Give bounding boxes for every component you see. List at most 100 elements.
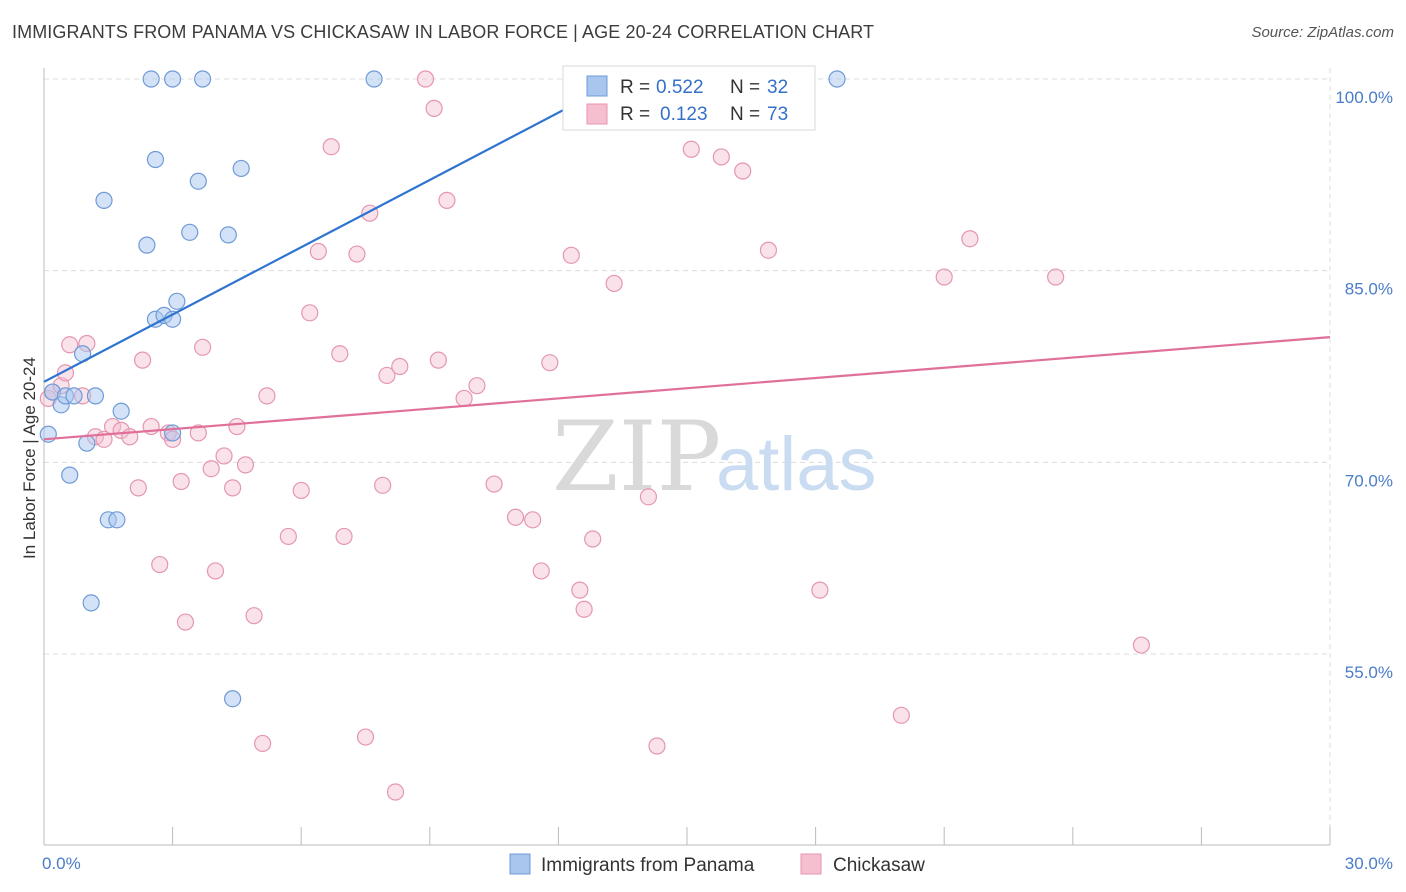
x-tick-labels: 0.0% 30.0% xyxy=(42,854,1393,873)
chickasaw-point-69 xyxy=(811,581,829,599)
chickasaw-point-61 xyxy=(639,488,658,506)
chickasaw-point-65 xyxy=(712,148,730,166)
chickasaw-point-28 xyxy=(245,607,263,625)
chickasaw-point-12 xyxy=(129,479,147,497)
panama-trend-line xyxy=(43,78,624,383)
chickasaw-point-74 xyxy=(1132,636,1150,654)
panama-point-27 xyxy=(224,690,242,708)
chickasaw-point-39 xyxy=(356,728,375,746)
legend-n-value-chickasaw: 73 xyxy=(767,104,788,125)
legend-n-label-chickasaw: N = xyxy=(730,104,760,125)
chickasaw-point-64 xyxy=(682,140,700,158)
chickasaw-point-59 xyxy=(584,530,602,548)
panama-point-14 xyxy=(138,236,156,254)
chickasaw-point-37 xyxy=(335,527,353,546)
chickasaw-point-48 xyxy=(438,191,456,209)
panama-point-10 xyxy=(95,191,113,209)
panama-point-26 xyxy=(219,226,237,244)
chickasaw-point-31 xyxy=(279,527,297,546)
panama-point-18 xyxy=(142,70,160,88)
watermark: ZIP atlas xyxy=(552,401,877,513)
chickasaw-point-35 xyxy=(322,138,340,156)
panama-point-24 xyxy=(189,172,207,190)
chickasaw-point-73 xyxy=(1047,268,1065,286)
panama-point-29 xyxy=(365,70,383,88)
chickasaw-point-38 xyxy=(348,245,366,263)
panama-point-12 xyxy=(108,511,126,529)
chickasaw-point-46 xyxy=(425,99,443,117)
chickasaw-point-57 xyxy=(571,581,589,599)
panama-point-13 xyxy=(112,402,130,420)
panama-point-7 xyxy=(78,434,96,452)
chickasaw-point-70 xyxy=(892,706,910,724)
legend-swatch-panama xyxy=(586,75,608,97)
chickasaw-point-23 xyxy=(206,562,225,580)
chickasaw-point-54 xyxy=(532,562,550,580)
legend-n-value-panama: 32 xyxy=(767,77,788,98)
chickasaw-point-24 xyxy=(215,447,233,465)
chickasaw-point-52 xyxy=(506,508,525,526)
axes xyxy=(43,68,1331,846)
chickasaw-point-56 xyxy=(562,246,580,264)
chickasaw-point-43 xyxy=(386,783,405,801)
legend-r-value-chickasaw: 0.123 xyxy=(660,104,708,125)
chickasaw-point-47 xyxy=(429,351,447,369)
y-tick-label-3: 55.0% xyxy=(1345,663,1393,682)
chickasaw-point-71 xyxy=(935,268,953,286)
chickasaw-point-58 xyxy=(575,600,593,618)
panama-point-25 xyxy=(194,70,212,88)
panama-point-9 xyxy=(86,387,105,405)
legend-r-label-chickasaw: R = xyxy=(620,104,650,125)
chickasaw-point-25 xyxy=(224,479,242,497)
panama-point-19 xyxy=(146,150,165,169)
legend: R = 0.522 N = 32 R = 0.123 N = 73 xyxy=(562,65,816,131)
chickasaw-point-30 xyxy=(258,387,276,405)
panama-point-23 xyxy=(181,223,199,241)
chickasaw-point-27 xyxy=(236,456,255,474)
panama-point-20 xyxy=(164,70,182,88)
legend-r-label-panama: R = xyxy=(620,77,650,98)
bottom-legend-label-chickasaw: Chickasaw xyxy=(833,855,925,876)
chickasaw-trend-line xyxy=(43,336,1331,441)
chickasaw-point-33 xyxy=(301,304,319,322)
y-axis-label: In Labor Force | Age 20-24 xyxy=(20,357,39,559)
chickasaw-point-29 xyxy=(254,734,272,753)
chickasaw-point-44 xyxy=(391,357,409,376)
legend-n-label-panama: N = xyxy=(730,77,760,98)
chickasaw-point-15 xyxy=(151,555,169,574)
chickasaw-point-55 xyxy=(541,354,559,372)
watermark-zip: ZIP xyxy=(552,401,721,513)
y-tick-label-2: 70.0% xyxy=(1345,471,1393,490)
chickasaw-point-49 xyxy=(455,389,473,408)
chickasaw-point-62 xyxy=(648,737,666,755)
chickasaw-point-19 xyxy=(176,613,195,631)
chart-title: IMMIGRANTS FROM PANAMA VS CHICKASAW IN L… xyxy=(12,22,875,42)
y-tick-label-0: 100.0% xyxy=(1335,88,1393,107)
chickasaw-point-18 xyxy=(172,472,190,491)
bottom-legend-label-panama: Immigrants from Panama xyxy=(541,855,755,876)
chickasaw-point-21 xyxy=(194,338,212,356)
chickasaw-point-36 xyxy=(331,345,349,363)
chickasaw-point-53 xyxy=(524,511,542,529)
panama-point-28 xyxy=(232,159,250,178)
chickasaw-point-66 xyxy=(734,162,752,180)
x-tick-label-0: 0.0% xyxy=(42,854,81,873)
chickasaw-point-42 xyxy=(378,366,396,385)
y-tick-label-1: 85.0% xyxy=(1345,280,1393,299)
panama-points xyxy=(39,70,846,708)
y-tick-labels: 100.0% 85.0% 70.0% 55.0% xyxy=(1335,88,1393,682)
chickasaw-point-51 xyxy=(485,475,503,493)
chickasaw-point-50 xyxy=(468,377,486,395)
panama-point-8 xyxy=(82,594,100,612)
legend-swatch-chickasaw xyxy=(586,103,608,125)
chickasaw-point-60 xyxy=(605,274,623,293)
chickasaw-point-68 xyxy=(759,241,778,259)
chickasaw-point-4 xyxy=(61,336,79,354)
x-tick-label-1: 30.0% xyxy=(1345,854,1393,873)
chickasaw-point-20 xyxy=(189,424,207,442)
bottom-legend-swatch-chickasaw xyxy=(800,853,822,875)
chickasaw-point-34 xyxy=(309,242,327,261)
panama-point-5 xyxy=(65,387,83,405)
legend-r-value-panama: 0.522 xyxy=(656,77,704,98)
